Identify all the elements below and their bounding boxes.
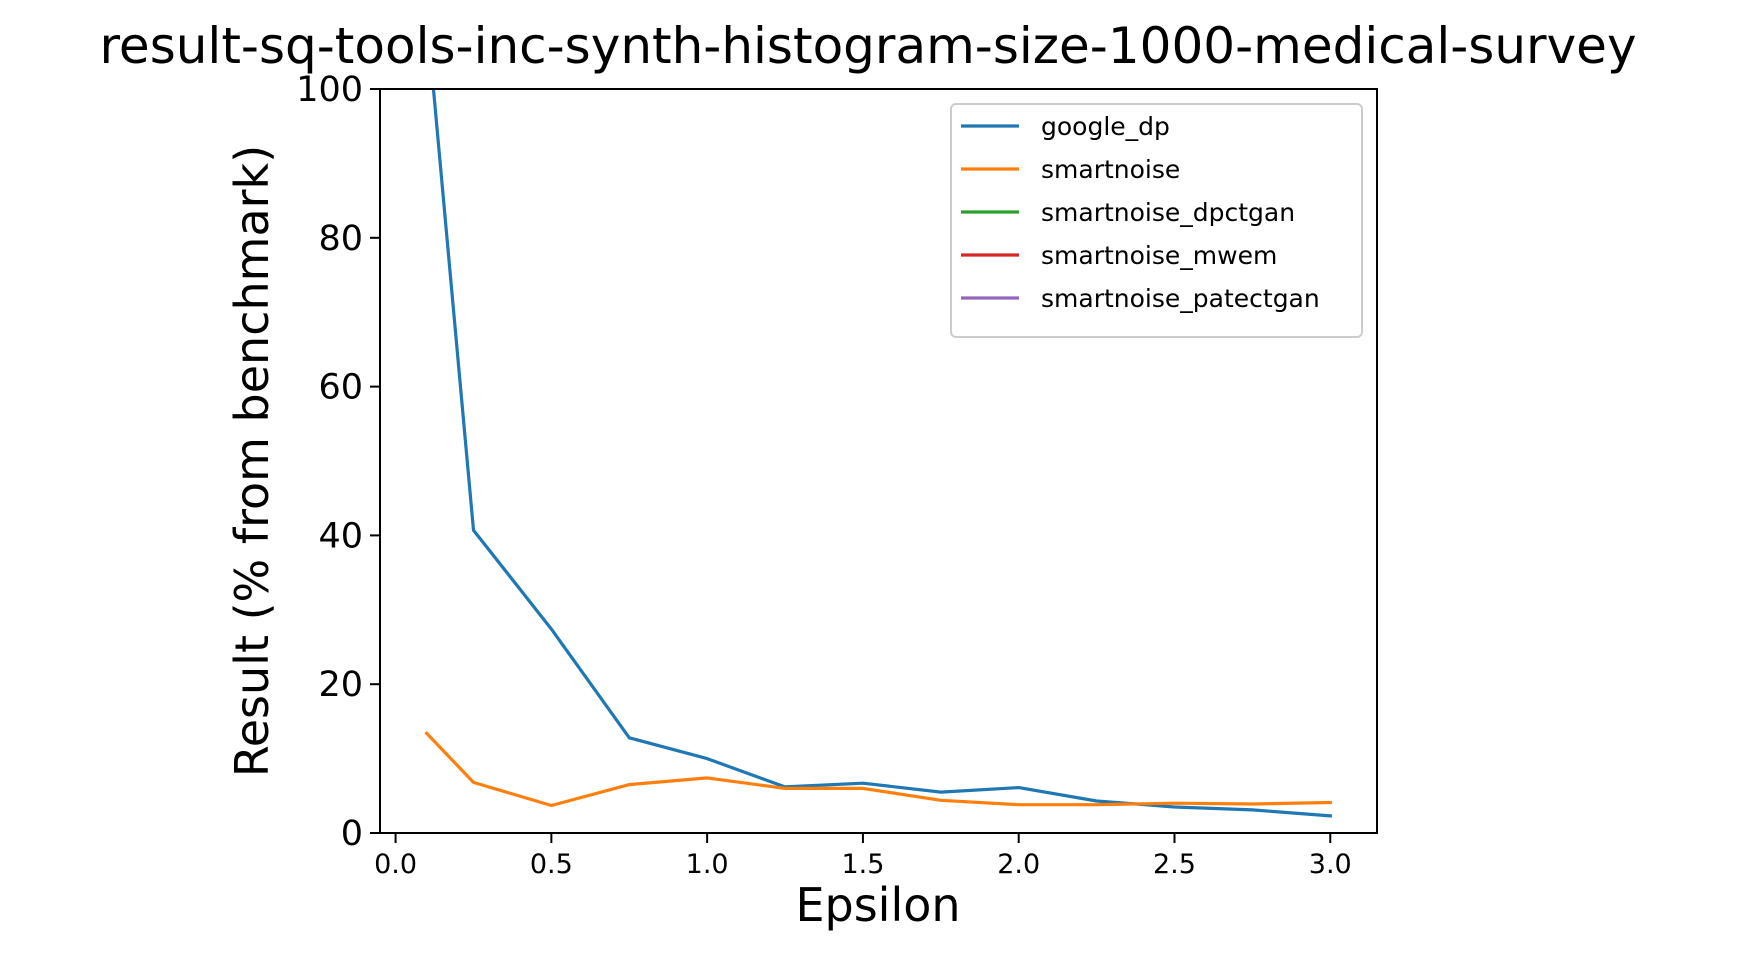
legend-frame [950, 103, 1363, 338]
y-tick-label: 40 [318, 516, 363, 556]
legend-label: smartnoise [1041, 155, 1180, 184]
series-line-smartnoise [424, 731, 1332, 808]
plot-area-frame [379, 88, 1378, 834]
y-tick-label: 60 [318, 368, 363, 408]
legend-item: google_dp [961, 112, 1170, 141]
x-axis-label: Epsilon [795, 878, 960, 932]
x-tick-label: 1.0 [686, 849, 729, 880]
legend-item: smartnoise [961, 155, 1180, 184]
series-line-google-dp [431, 89, 1333, 818]
y-tick-label: 100 [296, 70, 363, 110]
legend-label: smartnoise_mwem [1041, 241, 1277, 270]
x-tick-label: 2.0 [997, 849, 1040, 880]
x-axis: 0.0 0.5 1.0 1.5 2.0 2.5 3.0 [374, 833, 1352, 880]
y-axis: 0 20 40 60 80 100 [296, 70, 380, 854]
x-tick-label: 2.5 [1153, 849, 1196, 880]
legend-label: google_dp [1041, 112, 1170, 141]
legend-item: smartnoise_mwem [961, 241, 1277, 270]
x-tick-label: 0.5 [530, 849, 573, 880]
legend-label: smartnoise_dpctgan [1041, 198, 1295, 227]
legend: google_dp smartnoise smartnoise_dpctgansma… [950, 103, 1363, 338]
y-tick-label: 20 [318, 665, 363, 705]
y-tick-label: 80 [318, 219, 363, 259]
x-tick-label: 0.0 [374, 849, 417, 880]
chart-title: result-sq-tools-inc-synth-histogram-size… [99, 17, 1636, 75]
series-layer [424, 89, 1333, 818]
legend-label: smartnoise_patectgan [1041, 284, 1320, 313]
y-axis-label: Result (% from benchmark) [225, 145, 279, 777]
x-tick-label: 1.5 [841, 849, 884, 880]
x-tick-label: 3.0 [1309, 849, 1352, 880]
legend-item: smartnoise_patectgan [961, 284, 1320, 313]
y-tick-label: 0 [341, 814, 363, 854]
legend-item: smartnoise_dpctgan [961, 198, 1295, 227]
